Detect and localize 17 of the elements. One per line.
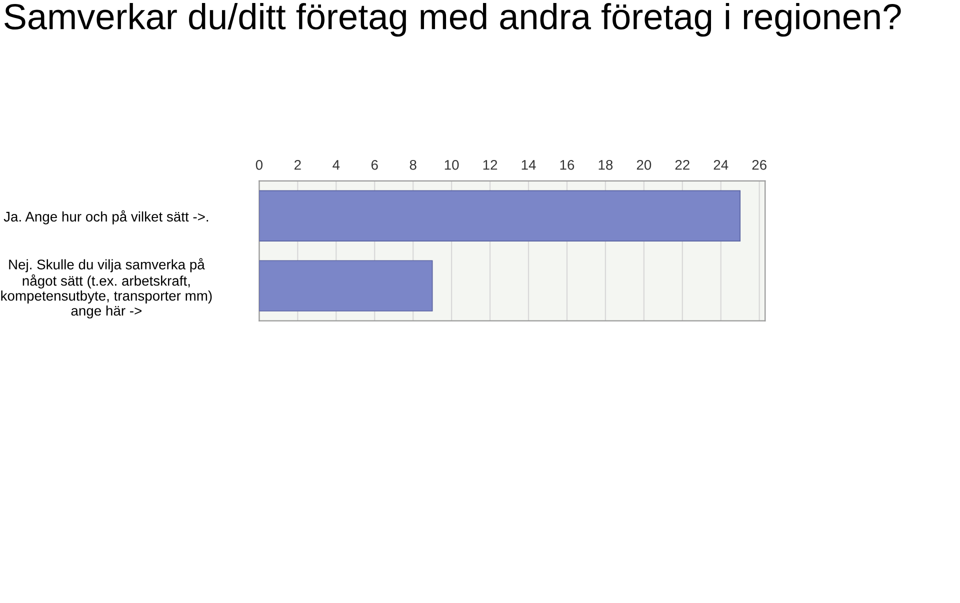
y-tick-label: Nej. Skulle du vilja samverka på något sätt (t.ex. arbetskraft, kompetensutbyte, transporter mm) ange här ->	[1, 258, 212, 318]
x-tick-label: 8	[410, 160, 416, 170]
x-tick-label: 6	[371, 160, 378, 170]
y-tick-label: Ja. Ange hur och på vilket sätt ->.	[4, 210, 208, 224]
x-tick-label: 0	[256, 160, 263, 170]
x-tick-label: 22	[675, 160, 690, 170]
x-tick-label: 26	[752, 160, 766, 170]
x-tick-label: 4	[332, 160, 340, 170]
x-tick-label: 14	[522, 160, 536, 170]
x-tick-label: 16	[560, 160, 574, 170]
x-tick-label: 20	[636, 160, 652, 170]
x-tick-label: 18	[598, 160, 613, 170]
x-tick-label: 2	[294, 160, 301, 170]
chart-title: Samverkar du/ditt företag med andra företag i regionen?	[4, 3, 901, 37]
x-tick-label: 24	[714, 160, 728, 170]
x-tick-label: 10	[444, 160, 459, 170]
x-tick-label: 12	[483, 160, 498, 170]
